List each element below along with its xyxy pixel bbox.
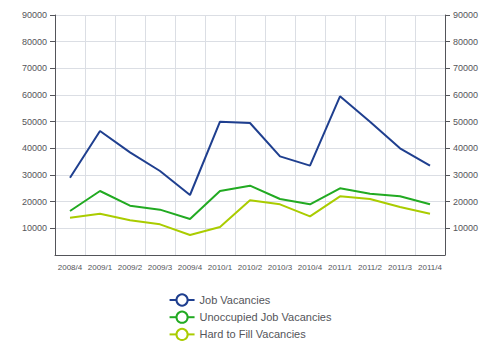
svg-text:2010/3: 2010/3 [268,263,293,272]
svg-text:80000: 80000 [453,37,478,47]
svg-text:2011/1: 2011/1 [328,263,352,272]
svg-text:30000: 30000 [453,170,478,180]
svg-text:2010/2: 2010/2 [238,263,263,272]
svg-text:90000: 90000 [22,10,47,20]
svg-text:30000: 30000 [22,170,47,180]
svg-text:2011/4: 2011/4 [418,263,442,272]
svg-text:10000: 10000 [453,223,478,233]
svg-text:2010/4: 2010/4 [298,263,323,272]
svg-text:40000: 40000 [22,143,47,153]
svg-text:60000: 60000 [453,90,478,100]
svg-text:2011/3: 2011/3 [388,263,412,272]
svg-text:20000: 20000 [453,197,478,207]
svg-text:Hard to Fill Vacancies: Hard to Fill Vacancies [200,328,307,340]
svg-text:50000: 50000 [453,117,478,127]
svg-text:70000: 70000 [22,63,47,73]
svg-text:2009/1: 2009/1 [88,263,113,272]
svg-text:60000: 60000 [22,90,47,100]
svg-text:2009/2: 2009/2 [118,263,143,272]
svg-text:2009/3: 2009/3 [148,263,173,272]
svg-text:2011/2: 2011/2 [358,263,382,272]
svg-text:10000: 10000 [22,223,47,233]
svg-text:20000: 20000 [22,197,47,207]
svg-text:80000: 80000 [22,37,47,47]
svg-text:Unoccupied Job Vacancies: Unoccupied Job Vacancies [200,311,332,323]
svg-text:Job Vacancies: Job Vacancies [200,294,271,306]
svg-text:2009/4: 2009/4 [178,263,203,272]
svg-text:90000: 90000 [453,10,478,20]
svg-text:2010/1: 2010/1 [208,263,233,272]
svg-text:2008/4: 2008/4 [58,263,83,272]
svg-text:40000: 40000 [453,143,478,153]
svg-text:50000: 50000 [22,117,47,127]
svg-text:70000: 70000 [453,63,478,73]
